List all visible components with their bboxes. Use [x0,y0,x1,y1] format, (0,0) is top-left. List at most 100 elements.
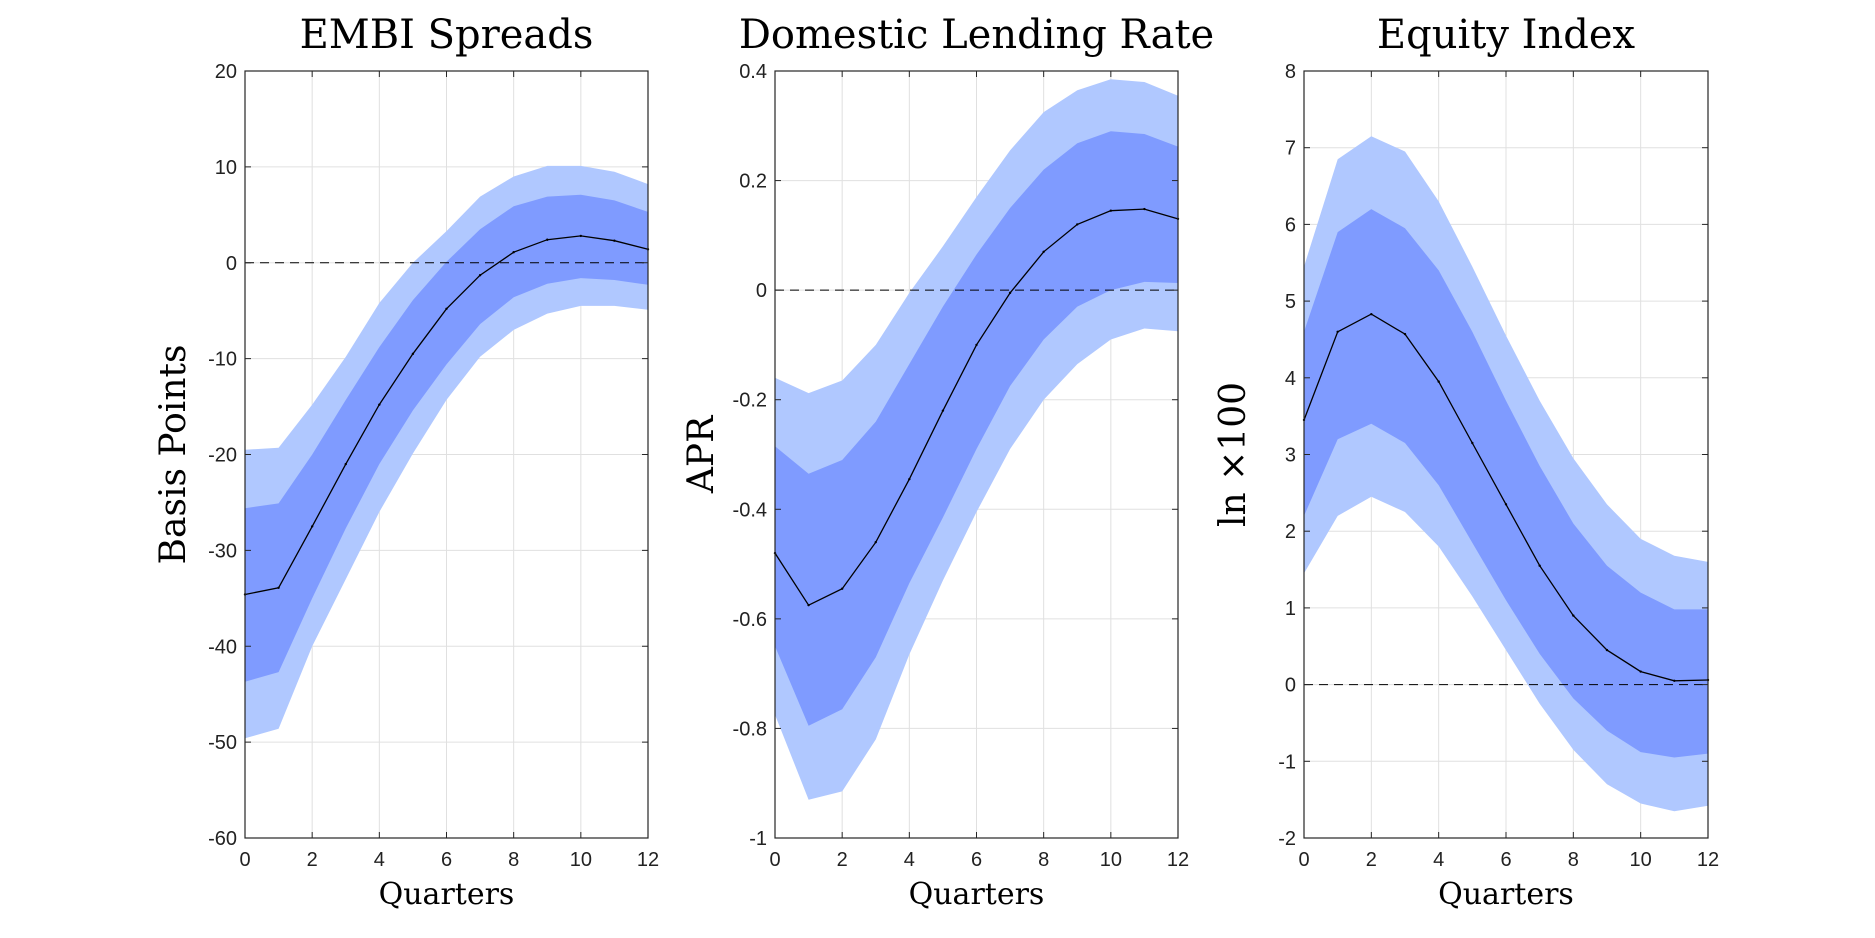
y-tick-label: 6 [1285,214,1296,236]
x-tick-label: 12 [1697,849,1719,871]
y-tick-label: 3 [1285,445,1296,467]
x-tick-label: 10 [1100,849,1122,871]
y-tick-label: 0 [1285,675,1296,697]
median-point [1471,441,1474,445]
median-point [1109,209,1113,212]
median-point [1370,312,1373,316]
y-tick-label: -10 [208,349,237,371]
x-axis-label: Quarters [1438,877,1574,912]
median-point [411,352,415,356]
y-tick-label: -60 [208,828,237,850]
x-tick-label: 10 [1630,849,1652,871]
y-tick-label: -0.6 [733,609,767,631]
median-point [1572,614,1575,617]
median-point [840,587,844,590]
median-point [1143,207,1146,211]
median-point [1504,503,1508,506]
y-tick-label: 7 [1285,138,1296,160]
median-point [1008,291,1012,295]
x-tick-label: 2 [1366,849,1377,871]
median-point [1076,223,1079,226]
x-tick-label: 4 [904,849,915,871]
x-tick-label: 0 [239,849,250,871]
y-tick-label: 10 [215,157,237,179]
y-tick-label: -0.2 [733,390,767,412]
x-tick-label: 6 [971,849,982,871]
y-tick-label: -40 [208,636,237,658]
y-tick-label: -30 [208,540,237,562]
y-tick-label: 4 [1285,368,1296,390]
median-point [310,525,314,528]
median-point [579,234,583,238]
y-axis-label: Basis Points [153,345,194,565]
median-point [1605,648,1609,652]
y-tick-label: 1 [1285,598,1296,620]
plot-area: 0 2 4 6 8 10 12 -1 -0.8 -0.6 -0.4 -0.2 0 0.2 0.4 [733,61,1190,871]
inner-confidence-band [775,131,1178,726]
chart-title: EMBI Spreads [300,12,594,58]
x-tick-label: 2 [837,849,848,871]
median-point [546,238,549,241]
median-point [1673,679,1676,682]
median-point [874,540,877,544]
y-tick-label: -1 [749,828,767,850]
y-tick-label: 0.2 [739,171,767,193]
median-point [378,403,381,406]
median-point [1336,330,1339,333]
x-tick-label: 8 [508,849,519,871]
y-tick-label: -0.8 [733,718,767,740]
plot-area: 0 2 4 6 8 10 12 -60 -50 -40 -30 -20 -10 0 10 20 [208,61,659,871]
y-tick-label: 2 [1285,521,1296,543]
x-tick-label: 2 [307,849,318,871]
x-axis-label: Quarters [379,877,515,912]
median-point [1403,332,1407,336]
y-tick-label: -1 [1278,751,1296,773]
median-point [941,409,945,412]
median-point [445,307,448,310]
median-point [1538,564,1541,567]
median-point [908,477,911,481]
y-axis-label: ln ×100 [1213,382,1254,527]
y-tick-label: -20 [208,445,237,467]
median-point [975,343,978,347]
y-tick-label: -50 [208,732,237,754]
y-tick-label: 0 [756,280,767,302]
median-point [1639,670,1642,673]
x-tick-label: 12 [1167,849,1189,871]
panel-domestic-lending-rate: 0 2 4 6 8 10 12 -1 -0.8 -0.6 -0.4 -0.2 0 0.2 0.4 Domes… [681,12,1214,912]
median-point [807,603,810,607]
panel-embi-spreads: 0 2 4 6 8 10 12 -60 -50 -40 -30 -20 -10 0 10 20 EMBI Sp… [153,12,659,912]
chart-title: Equity Index [1377,12,1636,58]
median-point [277,586,280,589]
median-point [478,274,482,277]
x-tick-label: 4 [374,849,385,871]
x-tick-label: 6 [1500,849,1511,871]
y-tick-label: -2 [1278,828,1296,850]
median-point [344,462,347,466]
x-tick-label: 0 [1298,849,1309,871]
median-point [512,251,515,254]
x-tick-label: 6 [441,849,452,871]
y-tick-label: 8 [1285,61,1296,83]
outer-confidence-band [245,165,648,739]
x-tick-label: 8 [1568,849,1579,871]
inner-confidence-band [245,194,648,682]
x-tick-label: 0 [769,849,780,871]
median-point [613,239,616,242]
x-axis-label: Quarters [909,877,1045,912]
median-point [1042,250,1045,253]
inner-confidence-band [1304,209,1708,758]
y-tick-label: -0.4 [733,499,767,521]
median-point [1437,380,1440,383]
x-tick-label: 12 [637,849,659,871]
y-tick-label: 20 [215,61,237,83]
x-tick-label: 4 [1433,849,1444,871]
x-tick-label: 10 [570,849,592,871]
chart-title: Domestic Lending Rate [739,12,1214,58]
y-tick-label: 0.4 [739,61,767,83]
y-tick-label: 0 [226,253,237,275]
x-tick-label: 8 [1038,849,1049,871]
